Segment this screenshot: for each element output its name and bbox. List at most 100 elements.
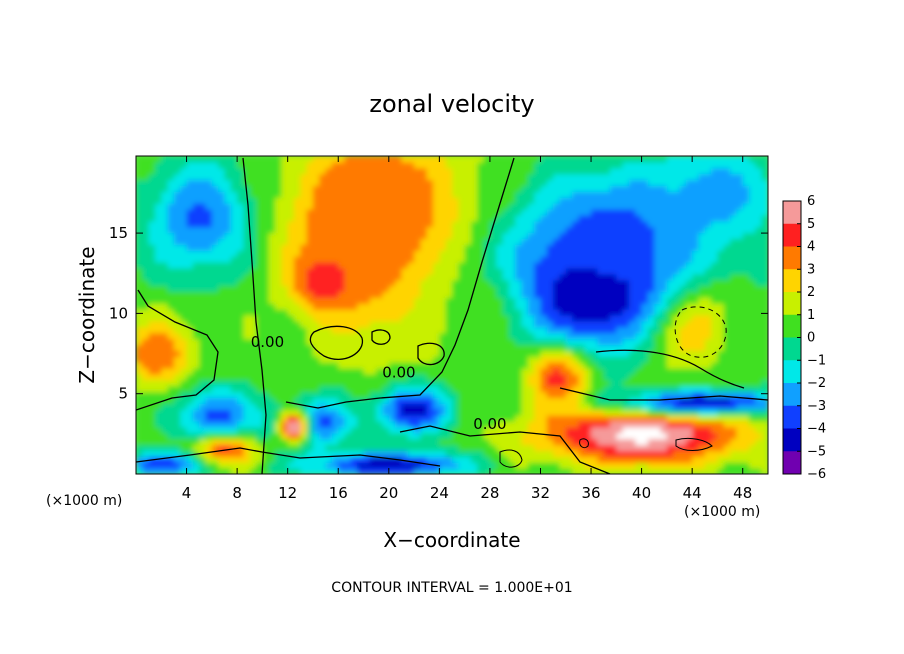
- heatmap-cell: [173, 338, 181, 346]
- heatmap-cell: [325, 244, 333, 251]
- heatmap-cell: [281, 297, 289, 304]
- heatmap-cell: [256, 179, 263, 187]
- heatmap-cell: [420, 244, 428, 251]
- heatmap-cell: [578, 403, 586, 410]
- heatmap-cell: [445, 368, 453, 375]
- heatmap-cell: [591, 156, 598, 163]
- heatmap-cell: [666, 332, 674, 340]
- heatmap-cell: [199, 356, 207, 363]
- heatmap-cell: [325, 303, 333, 310]
- heatmap-cell: [407, 320, 415, 328]
- heatmap-cell: [603, 173, 611, 181]
- heatmap-cell: [597, 238, 605, 245]
- heatmap-cell: [319, 226, 327, 234]
- heatmap-cell: [527, 285, 535, 293]
- heatmap-cell: [136, 315, 143, 322]
- heatmap-cell: [369, 309, 377, 316]
- heatmap-cell: [483, 297, 491, 304]
- heatmap-cell: [622, 250, 630, 257]
- heatmap-cell: [407, 173, 415, 181]
- heatmap-cell: [338, 344, 346, 351]
- heatmap-cell: [205, 373, 213, 381]
- heatmap-cell: [268, 391, 276, 399]
- heatmap-cell: [161, 244, 169, 251]
- heatmap-cell: [300, 362, 308, 369]
- heatmap-cell: [553, 209, 561, 216]
- heatmap-cell: [306, 238, 314, 245]
- heatmap-cell: [616, 209, 624, 216]
- heatmap-cell: [312, 173, 320, 181]
- heatmap-cell: [300, 379, 308, 387]
- heatmap-cell: [711, 220, 719, 228]
- heatmap-cell: [401, 203, 409, 210]
- heatmap-cell: [704, 350, 712, 357]
- heatmap-cell: [148, 397, 156, 404]
- heatmap-cell: [578, 426, 586, 434]
- heatmap-cell: [666, 250, 674, 257]
- heatmap-cell: [502, 262, 510, 269]
- heatmap-cell: [218, 432, 226, 440]
- heatmap-cell: [527, 356, 535, 363]
- heatmap-cell: [136, 409, 143, 416]
- heatmap-cell: [660, 426, 668, 434]
- heatmap-cell: [142, 262, 150, 269]
- heatmap-cell: [477, 273, 485, 281]
- heatmap-cell: [578, 421, 586, 428]
- heatmap-cell: [603, 309, 611, 316]
- heatmap-cell: [211, 250, 219, 257]
- heatmap-cell: [452, 320, 459, 328]
- heatmap-cell: [142, 291, 150, 298]
- heatmap-cell: [211, 315, 219, 322]
- heatmap-cell: [218, 303, 226, 310]
- heatmap-cell: [287, 279, 295, 287]
- heatmap-cell: [136, 173, 143, 181]
- heatmap-cell: [483, 156, 491, 163]
- heatmap-cell: [546, 203, 554, 210]
- heatmap-cell: [534, 262, 542, 269]
- heatmap-cell: [470, 403, 478, 410]
- heatmap-cell: [496, 226, 504, 234]
- heatmap-cell: [572, 379, 579, 387]
- heatmap-cell: [319, 203, 327, 210]
- heatmap-cell: [546, 391, 554, 399]
- heatmap-cell: [546, 373, 554, 381]
- heatmap-cell: [483, 191, 491, 198]
- heatmap-cell: [628, 362, 636, 369]
- heatmap-cell: [395, 338, 403, 346]
- heatmap-cell: [395, 356, 403, 363]
- heatmap-cell: [369, 356, 377, 363]
- heatmap-cell: [136, 450, 143, 457]
- heatmap-cell: [622, 444, 630, 452]
- heatmap-cell: [407, 315, 415, 322]
- heatmap-cell: [508, 191, 516, 198]
- heatmap-cell: [420, 226, 428, 234]
- heatmap-cell: [540, 291, 548, 298]
- heatmap-cell: [136, 238, 143, 245]
- heatmap-cell: [470, 226, 478, 234]
- heatmap-cell: [268, 226, 276, 234]
- heatmap-cell: [382, 220, 390, 228]
- heatmap-cell: [199, 391, 207, 399]
- heatmap-cell: [540, 161, 548, 169]
- heatmap-cell: [205, 209, 213, 216]
- heatmap-cell: [395, 161, 403, 169]
- heatmap-cell: [534, 379, 542, 387]
- heatmap-cell: [142, 220, 150, 228]
- heatmap-cell: [237, 279, 245, 287]
- heatmap-cell: [294, 456, 301, 463]
- heatmap-cell: [527, 161, 535, 169]
- heatmap-cell: [616, 368, 624, 375]
- heatmap-cell: [294, 220, 301, 228]
- heatmap-cell: [167, 226, 175, 234]
- heatmap-cell: [142, 409, 150, 416]
- heatmap-cell: [597, 197, 605, 204]
- heatmap-cell: [502, 368, 510, 375]
- heatmap-cell: [256, 403, 263, 410]
- heatmap-cell: [173, 320, 181, 328]
- heatmap-cell: [711, 244, 719, 251]
- heatmap-cell: [610, 220, 617, 228]
- heatmap-cell: [572, 209, 579, 216]
- heatmap-cell: [452, 468, 459, 474]
- heatmap-cell: [388, 285, 396, 293]
- heatmap-cell: [300, 185, 308, 192]
